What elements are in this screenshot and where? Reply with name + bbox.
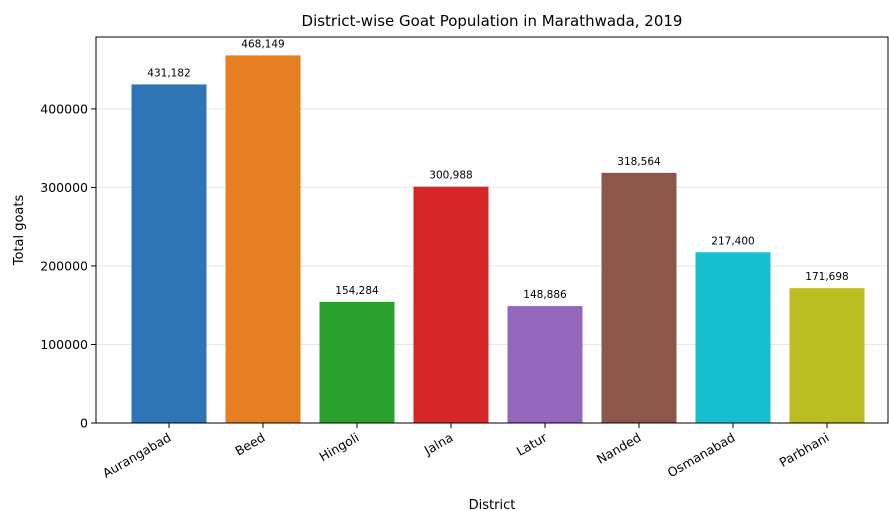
- plot-frame: [95, 36, 889, 424]
- bar-value-label: 154,284: [335, 285, 379, 297]
- y-tick-label: 0: [80, 416, 88, 431]
- y-tick-label: 400000: [40, 101, 88, 116]
- x-tick-label: Beed: [232, 430, 267, 459]
- bar-parbhani: [789, 288, 865, 423]
- x-tick-label: Parbhani: [777, 430, 832, 470]
- bar-value-label: 318,564: [617, 156, 661, 168]
- bar-value-label: 468,149: [241, 38, 284, 50]
- x-tick-label: Nanded: [594, 430, 644, 467]
- x-tick-label: Aurangabad: [100, 430, 174, 481]
- bar-jalna: [413, 186, 489, 423]
- bars: [131, 55, 865, 424]
- x-tick-label: Jalna: [421, 430, 456, 459]
- y-tick-label: 100000: [40, 337, 88, 352]
- bar-value-label: 300,988: [429, 170, 472, 182]
- y-tick-label: 200000: [40, 258, 88, 273]
- chart-title: District-wise Goat Population in Marathw…: [302, 12, 683, 30]
- bar-hingoli: [319, 301, 395, 423]
- x-axis-ticks: Aurangabad Beed Hingoli Jalna Latur Nanded Osm…: [100, 423, 832, 481]
- value-labels: 431,182 468,149 154,284 300,988 148,886 318,5…: [147, 38, 848, 301]
- bar-aurangabad: [131, 84, 207, 424]
- x-axis-label: District: [469, 498, 516, 511]
- bar-value-label: 171,698: [805, 271, 848, 283]
- bar-value-label: 217,400: [711, 235, 754, 247]
- y-axis-ticks: 0 100000 200000 300000 400000: [40, 101, 96, 431]
- x-tick-label: Latur: [514, 429, 550, 459]
- bar-value-label: 431,182: [147, 67, 190, 79]
- bar-latur: [507, 306, 583, 423]
- y-tick-label: 300000: [40, 180, 88, 195]
- x-tick-label: Osmanabad: [665, 430, 738, 481]
- bar-beed: [225, 55, 301, 423]
- bar-value-label: 148,886: [523, 289, 567, 301]
- bar-nanded: [601, 172, 677, 423]
- x-tick-label: Hingoli: [316, 430, 361, 465]
- bar-osmanabad: [695, 252, 771, 423]
- y-axis-label: Total goats: [12, 195, 27, 267]
